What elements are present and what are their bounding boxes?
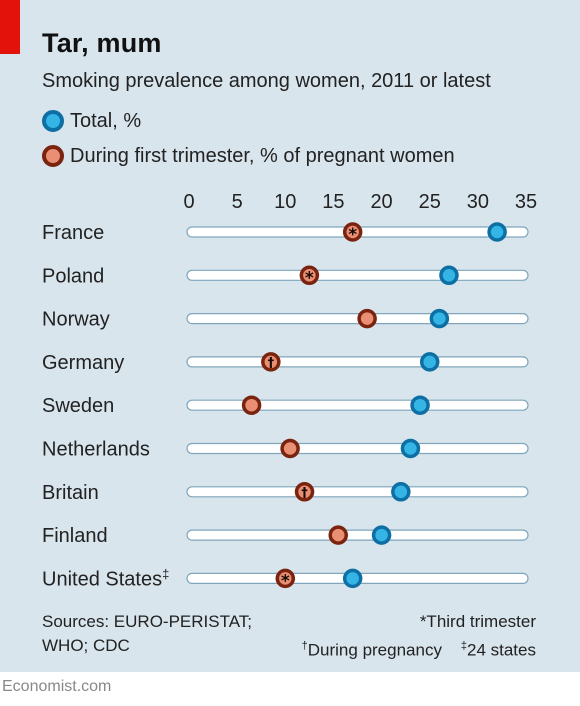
footnotes-line-2: †During pregnancy ‡24 states [302,634,536,663]
x-tick-label: 0 [183,191,194,213]
trimester-dot-mark: * [348,225,357,245]
total-dot [487,222,507,242]
total-dot [429,308,450,329]
category-label: Finland [42,525,108,547]
row-track [186,529,529,541]
trimester-dot [342,222,363,242]
trimester-dot-mark: * [305,268,314,288]
footnotes: *Third trimester †During pregnancy ‡24 s… [302,610,536,663]
chart-subtitle: Smoking prevalence among women, 2011 or … [42,70,491,92]
row-track [186,269,529,281]
category-label: Netherlands [42,439,150,461]
category-label: Poland [42,265,104,287]
legend-item-trimester: During first trimester, % of pregnant wo… [42,143,455,169]
category-label: Sweden [42,395,114,417]
dot-plot-chart: 0 5 10 15 20 25 30 35 France * Poland * Norway German… [42,191,537,591]
trimester-dot [241,395,262,415]
legend-total-marker [42,110,64,132]
trimester-dot [357,308,377,329]
total-dot [410,395,430,415]
category-label: France [42,222,104,244]
sources-line-2: WHO; CDC [42,636,130,655]
total-dot [419,352,440,372]
row-track [186,399,529,411]
footnote-third-trimester: *Third trimester [419,612,536,631]
economist-brand: Economist.com [2,678,112,695]
sources-note: Sources: EURO-PERISTAT; WHO; CDC [42,610,252,658]
row-track [186,356,529,368]
legend-trimester-marker [42,145,64,167]
trimester-dot [294,482,315,502]
chart-title: Tar, mum [42,28,162,58]
row-track [186,486,529,498]
sources-line-1: Sources: EURO-PERISTAT; [42,612,253,631]
legend-trimester-label: During first trimester, % of pregnant wo… [70,144,455,167]
footnote-during-pregnancy: During pregnancy [307,640,442,660]
trimester-dot-mark: † [301,486,308,501]
total-dot [439,265,459,286]
total-dot [371,525,392,545]
total-dot [391,482,411,502]
x-tick-label: 25 [419,191,441,213]
category-label: Norway [42,309,110,331]
x-tick-label: 15 [322,191,344,213]
footnote-dagger-mark: † [301,640,308,652]
footnote-double-dagger-mark: ‡ [460,640,467,652]
footnote-24-states: 24 states [467,640,536,660]
category-label: Britain [42,482,99,504]
x-tick-label: 35 [515,191,537,213]
category-label: United States‡ [42,566,169,590]
legend-total-label: Total, % [70,109,142,132]
total-dot [400,438,421,459]
chart-panel [0,0,580,672]
category-label: Germany [42,352,124,374]
row-track [186,442,529,455]
x-tick-label: 5 [232,191,243,213]
x-tick-label: 10 [274,191,296,213]
trimester-dot [280,438,300,459]
trimester-dot-mark: † [268,356,275,371]
trimester-dot [328,525,348,545]
trimester-dot-mark: * [281,571,290,591]
trimester-dot [299,265,320,286]
legend-item-total: Total, % [42,108,141,134]
x-tick-label: 20 [370,191,392,213]
total-dot [342,568,363,589]
trimester-dot [275,568,296,589]
x-tick-label: 30 [467,191,489,213]
brand-red-tag [0,0,20,54]
trimester-dot [261,352,281,372]
